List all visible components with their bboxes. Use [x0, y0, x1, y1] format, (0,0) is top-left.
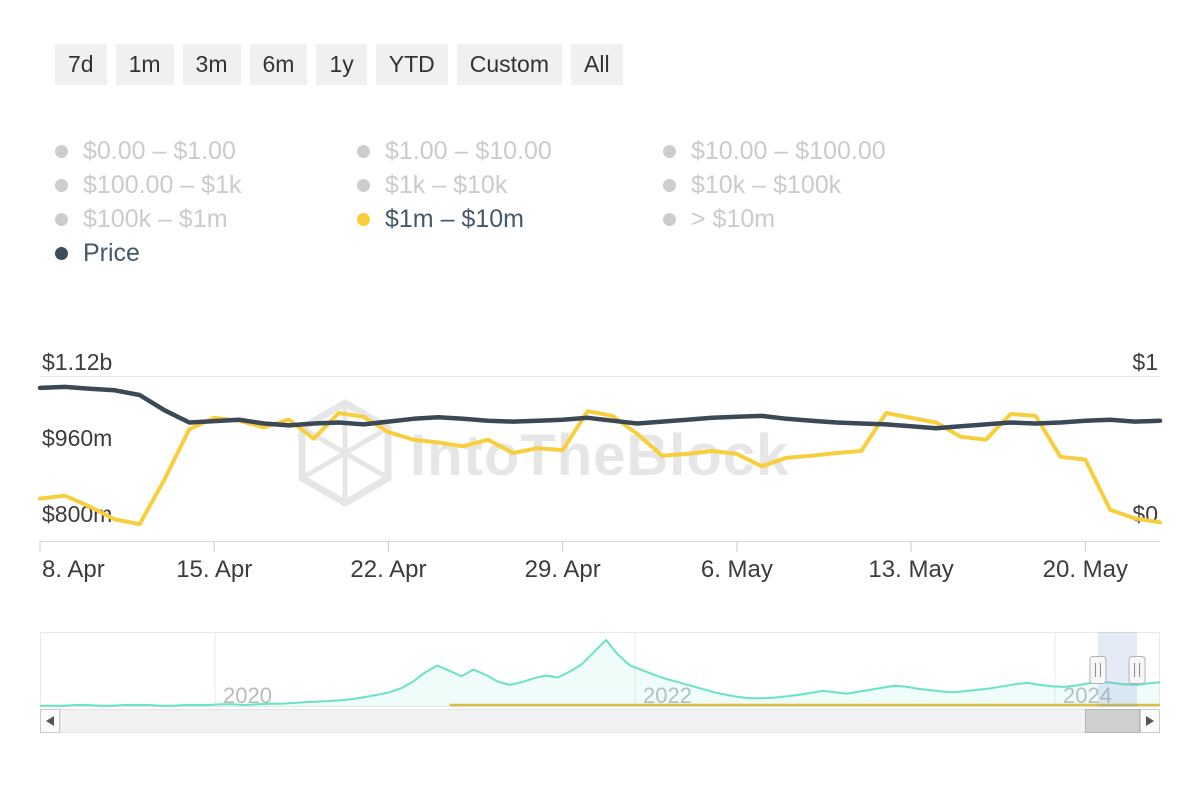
- intotheblock-logo-icon: [298, 398, 392, 508]
- legend-label: > $10m: [691, 204, 776, 233]
- legend-label: $10.00 – $100.00: [691, 136, 886, 165]
- legend-label: $1m – $10m: [385, 204, 524, 233]
- range-button-all[interactable]: All: [571, 44, 623, 85]
- watermark-text: IntoTheBlock: [410, 423, 789, 488]
- legend-item-100k-1m[interactable]: $100k – $1m: [55, 202, 357, 236]
- legend-marker-icon: [55, 212, 68, 226]
- y-axis-label-left: $960m: [42, 425, 112, 451]
- legend-item-10-00-100-00[interactable]: $10.00 – $100.00: [663, 134, 886, 168]
- legend-item-1m-10m[interactable]: $1m – $10m: [357, 202, 663, 236]
- watermark: IntoTheBlock: [298, 398, 789, 508]
- legend-marker-icon: [663, 178, 676, 192]
- legend-item-1-00-10-00[interactable]: $1.00 – $10.00: [357, 134, 663, 168]
- navigator-history-area: [40, 640, 1160, 707]
- range-button-1y[interactable]: 1y: [316, 44, 367, 85]
- scrollbar-track[interactable]: [60, 709, 1140, 733]
- legend-item-10m[interactable]: > $10m: [663, 202, 886, 236]
- legend-label: $10k – $100k: [691, 170, 842, 199]
- legend-marker-icon: [357, 178, 370, 192]
- x-axis-label: 15. Apr: [176, 556, 252, 583]
- range-button-6m[interactable]: 6m: [249, 44, 308, 85]
- scrollbar-left-arrow-icon: [46, 716, 54, 726]
- legend-marker-icon: [55, 178, 68, 192]
- x-axis-label: 8. Apr: [42, 556, 105, 583]
- navigator-plot: 202020222024: [40, 632, 1161, 733]
- scrollbar-right-arrow-icon: [1146, 716, 1154, 726]
- range-button-ytd[interactable]: YTD: [375, 44, 448, 85]
- y-axis-label-left: $1.12b: [42, 349, 112, 375]
- legend-item-1k-10k[interactable]: $1k – $10k: [357, 168, 663, 202]
- legend-marker-icon: [663, 144, 676, 158]
- x-axis-label: 22. Apr: [350, 556, 426, 583]
- navigator-chart[interactable]: 202020222024: [0, 625, 1200, 745]
- x-axis-label: 29. Apr: [525, 556, 601, 583]
- range-button-custom[interactable]: Custom: [456, 44, 562, 85]
- legend-item-100-00-1k[interactable]: $100.00 – $1k: [55, 168, 357, 202]
- legend-label: $1.00 – $10.00: [385, 136, 552, 165]
- range-selector: 7d 1m 3m 6m 1y YTD Custom All: [55, 44, 623, 85]
- legend-marker-icon: [357, 212, 370, 226]
- range-button-7d[interactable]: 7d: [55, 44, 107, 85]
- legend-marker-icon: [55, 144, 68, 158]
- scrollbar-thumb[interactable]: [1084, 709, 1141, 733]
- legend-label: $100.00 – $1k: [83, 170, 242, 199]
- legend-marker-icon: [663, 212, 676, 226]
- legend-item-10k-100k[interactable]: $10k – $100k: [663, 168, 886, 202]
- legend: $0.00 – $1.00 $1.00 – $10.00 $10.00 – $100…: [55, 134, 886, 270]
- range-button-3m[interactable]: 3m: [182, 44, 241, 85]
- legend-item-0-00-1-00[interactable]: $0.00 – $1.00: [55, 134, 357, 168]
- legend-marker-icon: [357, 144, 370, 158]
- legend-label: $1k – $10k: [385, 170, 508, 199]
- navigator-outline: [40, 632, 1160, 707]
- legend-label: $0.00 – $1.00: [83, 136, 236, 165]
- y-axis-label-right: $1: [1132, 349, 1158, 375]
- main-chart-plot: 8. Apr 15. Apr 22. Apr 29. Apr 6. May 13. May…: [37, 349, 1163, 583]
- navigator-handle-right[interactable]: [1128, 656, 1146, 684]
- navigator-handle-left[interactable]: [1089, 656, 1107, 684]
- x-axis-label: 6. May: [701, 556, 773, 583]
- legend-marker-icon: [55, 246, 68, 260]
- legend-label: Price: [83, 238, 140, 267]
- navigator-history-line: [40, 639, 1161, 707]
- x-axis-label: 13. May: [868, 556, 953, 583]
- range-button-1m[interactable]: 1m: [115, 44, 174, 85]
- price-line: [37, 384, 1163, 431]
- x-axis-label: 20. May: [1043, 556, 1128, 583]
- legend-label: $100k – $1m: [83, 204, 228, 233]
- main-chart[interactable]: IntoTheBlock 8. Apr 15. Apr 22. Apr 29. Apr…: [0, 340, 1200, 595]
- legend-item-price[interactable]: Price: [55, 236, 357, 270]
